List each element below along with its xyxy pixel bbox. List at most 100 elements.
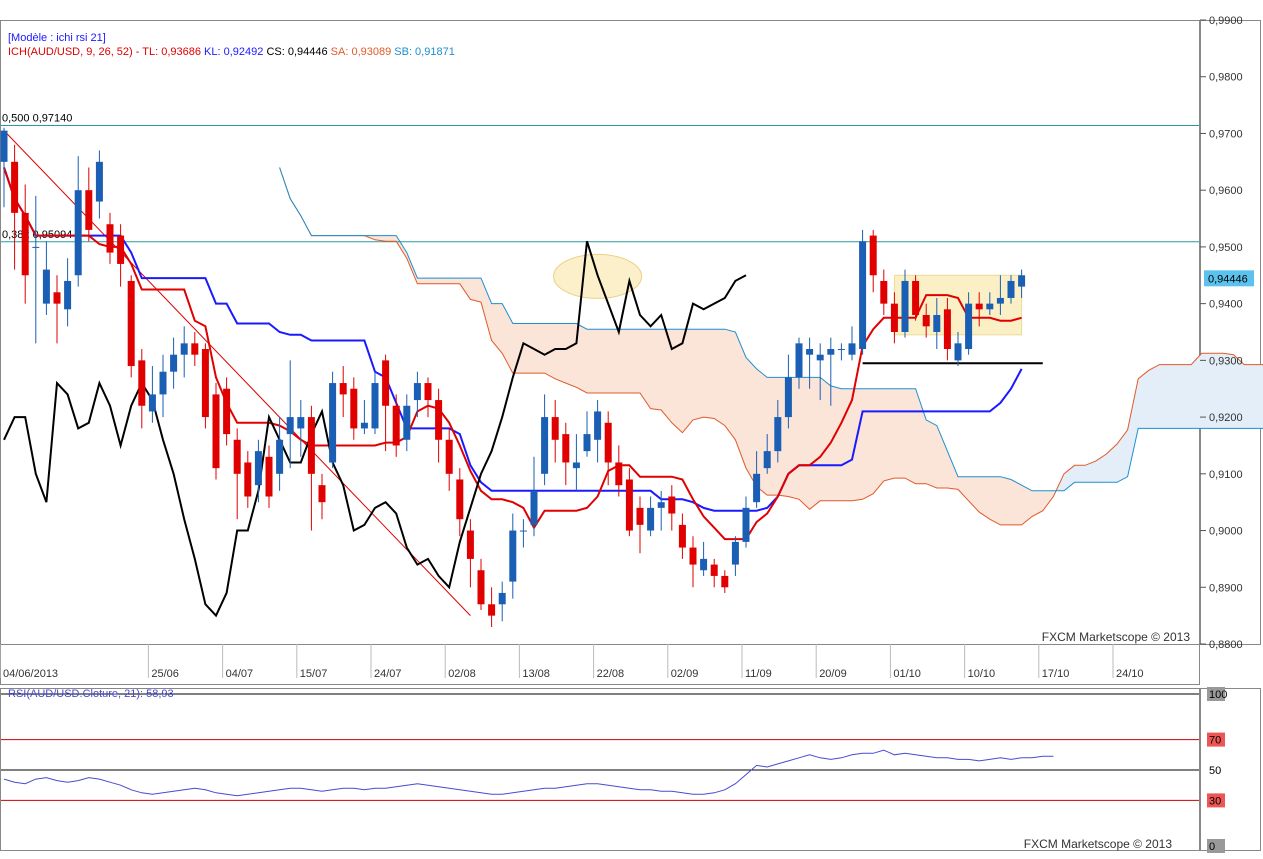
legend-item: SA: 0,93089 [328, 46, 392, 58]
kumo-segment [1010, 479, 1022, 526]
x-tick-label: 04/06/2013 [3, 668, 58, 680]
candle [710, 558, 718, 588]
candle-body [678, 524, 686, 548]
candle-body [986, 303, 994, 310]
candle [721, 570, 729, 593]
kumo-segment [427, 277, 439, 285]
candle [753, 451, 761, 508]
candle-body [784, 377, 792, 418]
rsi-legend: RSI(AUD/USD.Cloture, 21): 58,93 [8, 688, 174, 700]
candle [424, 377, 432, 418]
candle-body [604, 422, 612, 463]
candle [276, 417, 284, 491]
candle-body [339, 383, 347, 395]
candle [763, 434, 771, 474]
candle-body [180, 343, 188, 355]
candle [806, 337, 814, 389]
candle-body [795, 343, 803, 378]
legend-item: TL: 0,93686 [139, 46, 201, 58]
candle [912, 275, 920, 321]
kumo-segment [830, 385, 842, 502]
last-price-label: 0,94446 [1208, 273, 1248, 285]
rsi-level-label: 70 [1209, 735, 1221, 747]
rsi-series [1, 693, 1199, 801]
fib-label: 0,500 0,97140 [2, 113, 72, 125]
candle [954, 332, 962, 367]
candle [488, 587, 496, 627]
candle-body [424, 383, 432, 401]
rsi-line [3, 749, 1054, 797]
x-tick-label: 15/07 [300, 668, 328, 680]
candle-body [530, 490, 538, 525]
kumo-segment [1137, 369, 1150, 429]
candle [329, 371, 337, 469]
rsi-level-label: 50 [1209, 765, 1221, 777]
candle-body [731, 541, 739, 565]
candle-body [806, 349, 814, 355]
candle [901, 269, 909, 338]
candle [975, 292, 983, 327]
candle [95, 150, 103, 219]
candle [21, 184, 29, 304]
candle [498, 581, 506, 622]
candle [604, 411, 612, 486]
y-tick-label: 0,9400 [1209, 299, 1243, 311]
candle [307, 405, 315, 531]
candle [880, 269, 888, 315]
candle-body [392, 405, 400, 446]
y-tick-label: 0,9500 [1209, 242, 1243, 254]
candle-body [837, 349, 845, 351]
candle-body [64, 280, 72, 310]
last-price-box [1204, 270, 1254, 287]
candle-body [466, 530, 474, 559]
y-tick-label: 0,9800 [1209, 72, 1243, 84]
candle-body [307, 417, 315, 474]
candle-body [572, 462, 580, 469]
candle-body [880, 280, 888, 304]
candle [456, 468, 464, 537]
y-tick-label: 0,9200 [1209, 412, 1243, 424]
kumo-segment [1243, 364, 1256, 429]
kumo-segment [809, 377, 821, 510]
candle-body [700, 558, 708, 571]
candle [784, 354, 792, 429]
kumo-segment [1180, 364, 1192, 429]
kumo-segment [448, 277, 461, 285]
candle-body [244, 462, 252, 497]
date-axis-frame [0, 644, 1200, 685]
candle-body [413, 383, 421, 401]
candle [413, 371, 421, 418]
kumo-segment [565, 323, 577, 388]
kijun-line [3, 167, 1023, 512]
candle-body [710, 564, 718, 576]
x-tick-label: 13/08 [522, 668, 550, 680]
candle [848, 326, 856, 361]
candle-body [170, 354, 178, 372]
candle-body [201, 349, 209, 418]
candle-body [456, 479, 464, 520]
candle-body [975, 303, 983, 310]
x-tick-label: 25/06 [151, 668, 179, 680]
candle [816, 343, 824, 401]
kumo-segment [682, 328, 694, 434]
candle [668, 485, 676, 531]
candle-body [859, 241, 867, 350]
candle [774, 400, 782, 463]
candle-body [138, 360, 146, 406]
candle-body [625, 479, 633, 531]
candle-body [721, 575, 729, 588]
candle-body [276, 439, 284, 474]
x-tick-label: 02/09 [671, 668, 699, 680]
x-tick-label: 20/09 [819, 668, 847, 680]
candle [138, 349, 146, 429]
candle [265, 445, 273, 508]
candle [11, 144, 19, 270]
candle [689, 536, 697, 588]
model-label: [Modèle : ichi rsi 21] [8, 32, 106, 44]
candle-body [943, 309, 951, 350]
candle [350, 377, 358, 440]
candle [0, 127, 8, 208]
candle [32, 195, 40, 344]
candle-body [689, 547, 697, 565]
